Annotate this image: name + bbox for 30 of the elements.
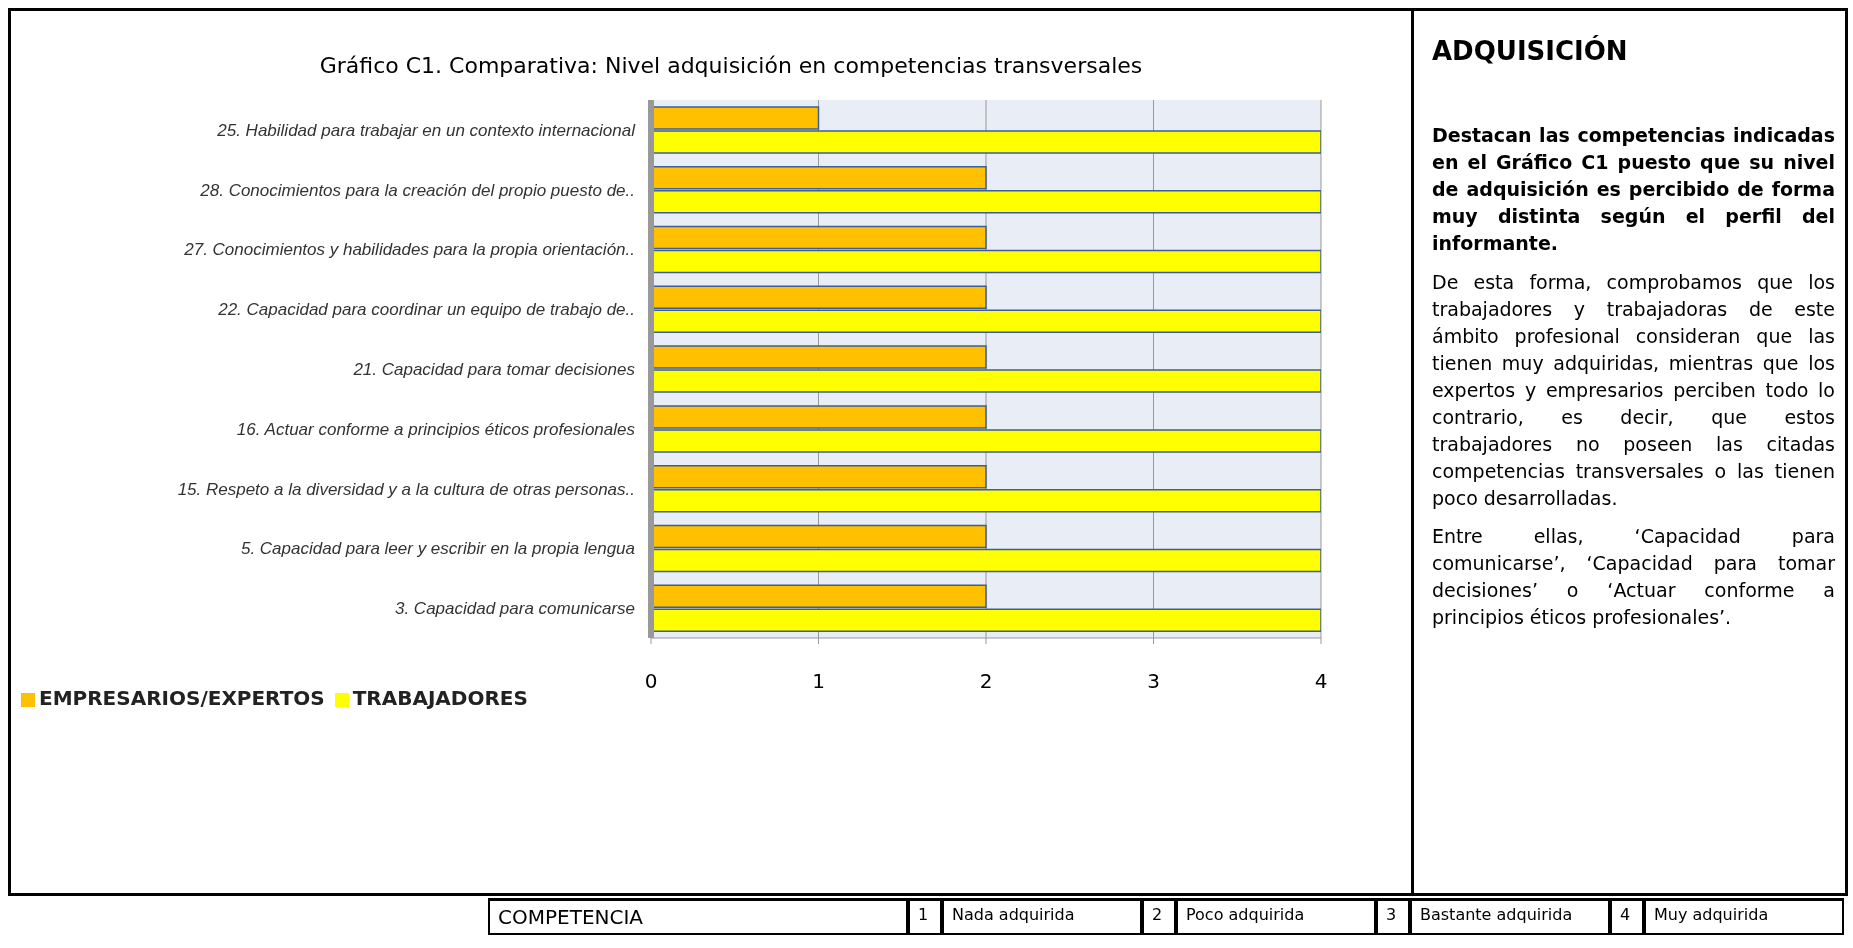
text: COMPETENCIA <box>488 898 908 935</box>
text: Bastante adquirida <box>1410 898 1610 935</box>
x-tick-label: 4 <box>1314 669 1328 694</box>
x-tick-label: 1 <box>812 669 825 694</box>
chart-title: Gráfico C1. Comparativa: Nivel adquisición en competencias transversales <box>318 53 1144 78</box>
legend-label: EMPRESARIOS/EXPERTOS <box>39 686 325 710</box>
x-tick-label: 2 <box>979 669 993 694</box>
text: 4 <box>1610 898 1644 935</box>
y-tick-label: 27. Conocimientos y habilidades para la propia orientación.. <box>183 240 635 260</box>
text: Destacan las competencias indicadas en el Gráfico C1 puesto que su nivel de adquisición es percibido de forma muy distinta según el perfil del informante. <box>1432 122 1835 256</box>
text: Nada adquirida <box>942 898 1142 935</box>
text: De esta forma, comprobamos que los trabajadores y trabajadoras de este ámbito profesional consideran que las tienen muy adquiridas, mientras que los expertos y empresarios perciben todo lo contrario, es decir, que estos trabajadores no poseen las citadas competencias transversales o las tienen poco desarrolladas. <box>1432 270 1835 509</box>
y-tick-label: 15. Respeto a la diversidad y a la cultura de otras personas.. <box>177 479 635 499</box>
y-tick-label: 3. Capacidad para comunicarse <box>394 599 635 619</box>
y-tick-label: 28. Conocimientos para la creación del propio puesto de.. <box>199 180 635 200</box>
legend-label: TRABAJADORES <box>352 686 528 710</box>
text: 2 <box>1142 898 1176 935</box>
x-tick-label: 3 <box>1147 669 1160 694</box>
y-tick-label: 5. Capacidad para leer y escribir en la propia lengua <box>240 539 635 559</box>
y-tick-label: 16. Actuar conforme a principios éticos profesionales <box>236 419 636 439</box>
text: Poco adquirida <box>1176 898 1376 935</box>
text: Entre ellas, ‘Capacidad para comunicarse’, ‘Capacidad para tomar decisiones’ o ‘Actuar conforme a principios éticos profesionales’. <box>1432 524 1835 631</box>
text: 1 <box>908 898 942 935</box>
y-tick-label: 22. Capacidad para coordinar un equipo de trabajo de.. <box>217 300 635 320</box>
x-tick-label: 0 <box>644 669 658 694</box>
y-tick-label: 21. Capacidad para tomar decisiones <box>352 360 636 379</box>
y-tick-label: 25. Habilidad para trabajar en un contexto internacional <box>216 120 637 140</box>
text: 3 <box>1376 898 1410 935</box>
text: Muy adquirida <box>1644 898 1844 935</box>
text: ADQUISICIÓN <box>1432 34 1629 68</box>
